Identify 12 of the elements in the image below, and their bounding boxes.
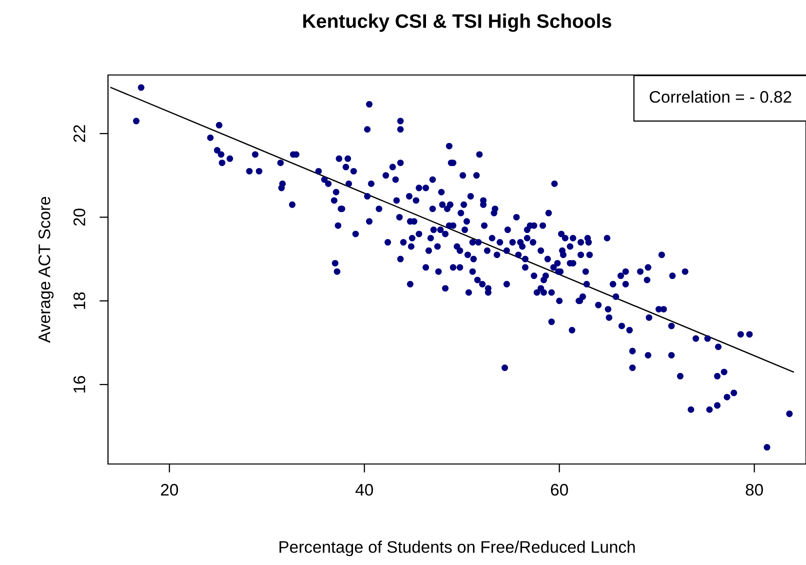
x-tick-label: 60 xyxy=(550,484,568,496)
y-tick-label: 18 xyxy=(73,292,86,309)
y-tick-label: 16 xyxy=(73,376,86,393)
y-tick-label: 20 xyxy=(73,208,86,226)
chart-title: Kentucky CSI & TSI High Schools xyxy=(303,14,612,32)
x-tick-label: 40 xyxy=(356,484,374,496)
y-axis-title: Average ACT Score xyxy=(38,196,54,343)
annotation: Correlation = - 0.82 xyxy=(650,90,792,103)
x-axis-title: Percentage of Students on Free/Reduced Lunch xyxy=(280,540,635,556)
y-tick-label: 22 xyxy=(73,125,86,142)
x-tick-label: 20 xyxy=(160,484,178,496)
x-tick-label: 80 xyxy=(746,484,763,496)
